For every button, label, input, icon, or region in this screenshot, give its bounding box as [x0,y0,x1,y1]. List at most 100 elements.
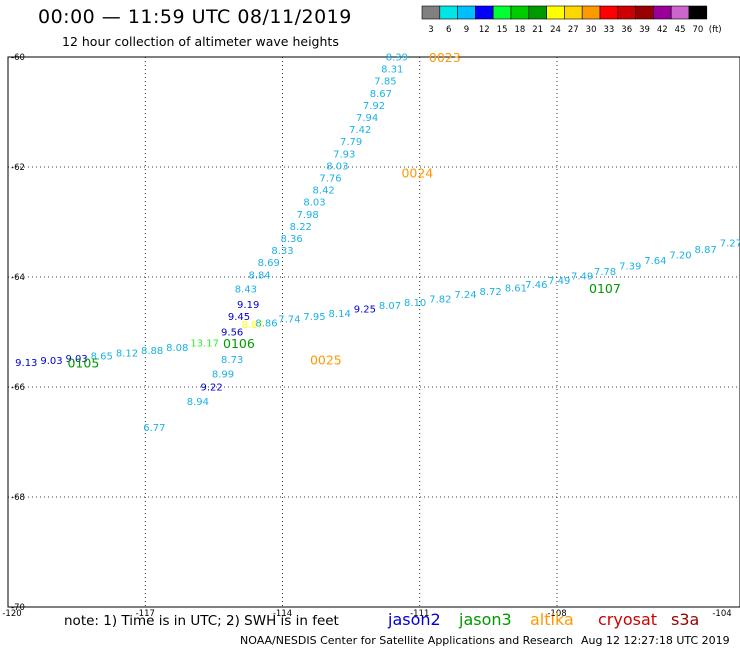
pass-number-label: 0105 [67,355,99,370]
pass-number-label: 0025 [310,353,342,368]
wave-height-label: 8.87 [695,245,717,256]
pass-number-label: 0106 [223,336,255,351]
wave-height-label: 8.99 [212,369,234,380]
wave-height-label: 7.76 [319,174,341,185]
y-tick-label: -66 [11,383,25,393]
wave-height-label: 8.07 [379,301,401,312]
wave-height-label: 13.17 [190,339,219,350]
satellite-legend-s3a: s3a [671,610,700,629]
wave-height-label: 9.45 [228,312,250,323]
footer-credit: NOAA/NESDIS Center for Satellite Applica… [240,634,574,647]
colorbar-unit-label: (ft) [709,25,722,35]
wave-height-label: 8.22 [290,222,312,233]
wave-height-label: 7.46 [525,280,547,291]
wave-height-label: 8.94 [187,397,209,408]
x-tick-label: -120 [2,609,21,619]
colorbar-level-label: 36 [621,25,632,35]
wave-height-label: 8.39 [386,53,408,64]
wave-height-label: 6.77 [143,423,165,434]
x-tick-label: -117 [136,609,155,619]
wave-height-label: 8.65 [91,352,113,363]
wave-height-label: 8.88 [141,346,163,357]
page-subtitle: 12 hour collection of altimeter wave hei… [62,34,339,49]
wave-height-label: 9.56 [221,328,243,339]
wave-height-label: 9.22 [200,383,222,394]
wave-height-label: 7.85 [374,77,396,88]
wave-height-label: 7.95 [303,312,325,323]
colorbar-level-label: 21 [532,25,543,35]
colorbar-level-label: 42 [657,25,668,35]
pass-number-label: 0107 [589,281,621,296]
wave-height-label: 8.33 [271,246,293,257]
wave-height-label: 8.72 [480,287,502,298]
colorbar-level-label: 9 [464,25,469,35]
wave-height-label: 8.43 [235,285,257,296]
colorbar-level-label: 12 [479,25,490,35]
wave-height-label: 8.84 [248,270,270,281]
wave-height-label: 8.61 [505,284,527,295]
wave-height-label: 9.03 [40,356,62,367]
wave-height-label: 9.19 [237,300,259,311]
wave-height-label: 7.20 [669,251,691,262]
colorbar-level-label: 24 [550,25,561,35]
x-tick-label: -114 [273,609,292,619]
wave-height-label: 7.93 [333,149,355,160]
wave-height-label: 7.64 [644,256,666,267]
colorbar-level-label: 18 [514,25,525,35]
footer-note: note: 1) Time is in UTC; 2) SWH is in fe… [64,613,339,629]
wave-height-colorbar: 3 6 9 12 15 18 21 24 27 30 33 36 39 42 45 70 (ft) [421,5,722,35]
wave-height-label: 9.03 [65,354,87,365]
wave-height-label: 7.42 [349,125,371,136]
wave-height-label: 8.14 [329,309,351,320]
wave-height-label: 7.82 [429,295,451,306]
wave-height-label: 7.24 [454,290,476,301]
page-title: 00:00 — 11:59 UTC 08/11/2019 [38,6,352,28]
wave-height-label: 8.31 [381,65,403,76]
wave-height-label: 7.94 [356,113,378,124]
wave-height-label: 7.74 [278,314,300,325]
wave-height-label: 9.13 [15,358,37,369]
wave-height-label: 8.69 [258,258,280,269]
wave-height-label: 8.10 [404,298,426,309]
wave-height-label: 9.25 [354,304,376,315]
wave-height-label: 7.78 [594,267,616,278]
satellite-legend-altika: altika [530,610,574,629]
wave-height-label: 7.49 [548,276,570,287]
wave-height-label: 8.73 [221,355,243,366]
colorbar-level-label: 27 [568,25,579,35]
wave-height-label: 8.67 [370,89,392,100]
wave-height-label: 7.39 [619,262,641,273]
wave-height-label: 7.79 [340,137,362,148]
y-tick-label: -68 [11,493,25,503]
x-tick-label: -111 [410,609,429,619]
x-tick-label: -108 [547,609,566,619]
colorbar-level-label: 15 [497,25,508,35]
colorbar-level-label: 6 [446,25,451,35]
colorbar-level-label: 39 [639,25,650,35]
map-frame [7,56,740,608]
wave-height-label: 8.03 [326,161,348,172]
wave-height-label: 8.86 [255,319,277,330]
colorbar-swatch [688,5,708,20]
wave-height-label: 8.36 [281,234,303,245]
y-tick-label: -64 [11,273,25,283]
satellite-legend-jason2: jason2 [388,610,441,629]
wave-height-label: 7.49 [571,271,593,282]
wave-height-label: 7.92 [363,101,385,112]
wave-height-label: 7.27 [720,238,740,249]
wave-height-label: 8.12 [116,348,138,359]
colorbar-level-label: 30 [586,25,597,35]
satellite-legend-jason3: jason3 [459,610,512,629]
pass-number-label: 0023 [429,50,461,65]
x-tick-label: -104 [712,609,731,619]
y-tick-label: -62 [11,163,25,173]
colorbar-level-label: 3 [428,25,433,35]
wave-height-label: 8.42 [313,186,335,197]
footer-timestamp: Aug 12 12:27:18 UTC 2019 [581,634,730,647]
colorbar-level-label: 70 [692,25,703,35]
wave-height-label: 8.87 [242,320,264,331]
y-tick-label: -70 [11,603,25,613]
satellite-legend-cryosat: cryosat [598,610,658,629]
